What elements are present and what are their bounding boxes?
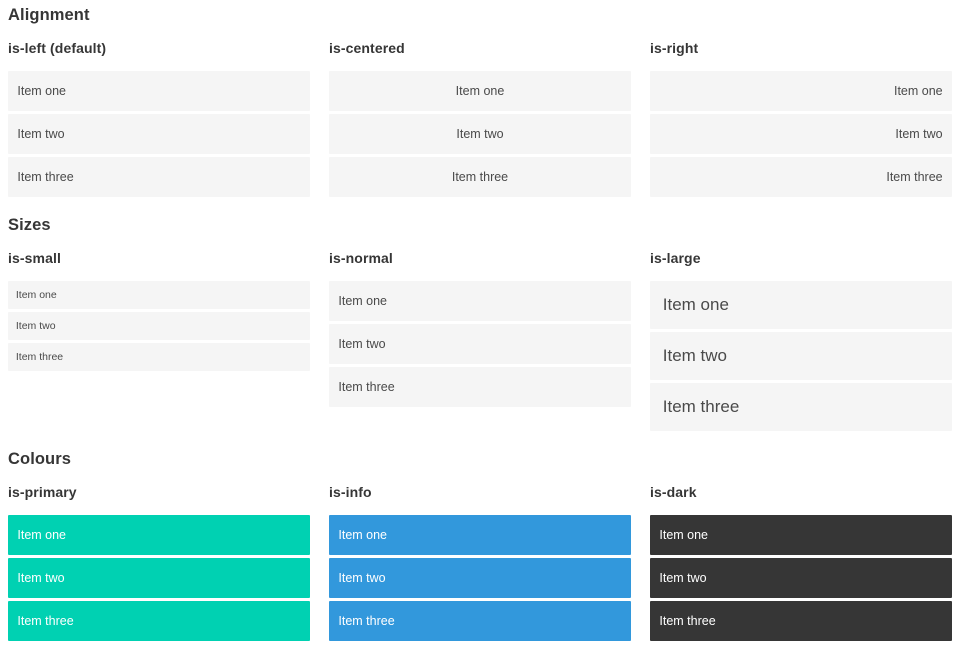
column-title: is-right bbox=[650, 40, 699, 56]
column-is-dark: is-dark Item one Item two Item three bbox=[650, 483, 952, 641]
list-item[interactable]: Item one bbox=[329, 281, 631, 321]
list-item[interactable]: Item one bbox=[329, 71, 631, 111]
column-title: is-large bbox=[650, 250, 701, 266]
section-sizes: Sizes is-small Item one Item two Item three i… bbox=[8, 215, 952, 431]
list-item[interactable]: Item one bbox=[650, 281, 952, 329]
list-is-large: Item one Item two Item three bbox=[650, 281, 952, 431]
column-title: is-centered bbox=[329, 40, 405, 56]
section-title: Sizes bbox=[8, 216, 51, 234]
list-is-primary: Item one Item two Item three bbox=[8, 515, 310, 641]
column-is-normal: is-normal Item one Item two Item three bbox=[329, 249, 631, 407]
list-item[interactable]: Item three bbox=[329, 367, 631, 407]
list-item[interactable]: Item two bbox=[8, 114, 310, 154]
list-is-dark: Item one Item two Item three bbox=[650, 515, 952, 641]
list-item[interactable]: Item one bbox=[8, 515, 310, 555]
list-item[interactable]: Item two bbox=[329, 558, 631, 598]
list-item[interactable]: Item three bbox=[329, 601, 631, 641]
list-item[interactable]: Item two bbox=[8, 312, 310, 340]
list-is-normal: Item one Item two Item three bbox=[329, 281, 631, 407]
section-columns: is-primary Item one Item two Item three is-i… bbox=[8, 483, 952, 641]
column-is-info: is-info Item one Item two Item three bbox=[329, 483, 631, 641]
list-item[interactable]: Item two bbox=[329, 324, 631, 364]
list-item[interactable]: Item two bbox=[8, 558, 310, 598]
list-item[interactable]: Item one bbox=[650, 515, 952, 555]
column-title: is-normal bbox=[329, 250, 393, 266]
column-title: is-left (default) bbox=[8, 40, 107, 56]
list-is-left-default: Item one Item two Item three bbox=[8, 71, 310, 197]
section-colours: Colours is-primary Item one Item two Item th… bbox=[8, 449, 952, 641]
list-is-info: Item one Item two Item three bbox=[329, 515, 631, 641]
column-is-left-default: is-left (default) Item one Item two Item th… bbox=[8, 39, 310, 197]
list-item[interactable]: Item two bbox=[650, 332, 952, 380]
list-item[interactable]: Item two bbox=[329, 114, 631, 154]
column-is-right: is-right Item one Item two Item three bbox=[650, 39, 952, 197]
column-title: is-small bbox=[8, 250, 61, 266]
section-title: Colours bbox=[8, 450, 72, 468]
list-item[interactable]: Item three bbox=[650, 601, 952, 641]
list-is-centered: Item one Item two Item three bbox=[329, 71, 631, 197]
list-item[interactable]: Item one bbox=[8, 281, 310, 309]
list-item[interactable]: Item one bbox=[329, 515, 631, 555]
section-alignment: Alignment is-left (default) Item one Item t… bbox=[8, 5, 952, 197]
list-item[interactable]: Item three bbox=[650, 157, 952, 197]
column-is-large: is-large Item one Item two Item three bbox=[650, 249, 952, 431]
column-title: is-info bbox=[329, 484, 372, 500]
page: Alignment is-left (default) Item one Item t… bbox=[8, 5, 952, 641]
column-is-centered: is-centered Item one Item two Item three bbox=[329, 39, 631, 197]
list-is-right: Item one Item two Item three bbox=[650, 71, 952, 197]
list-is-small: Item one Item two Item three bbox=[8, 281, 310, 371]
list-item[interactable]: Item two bbox=[650, 558, 952, 598]
column-title: is-dark bbox=[650, 484, 697, 500]
list-item[interactable]: Item one bbox=[8, 71, 310, 111]
column-is-primary: is-primary Item one Item two Item three bbox=[8, 483, 310, 641]
list-item[interactable]: Item three bbox=[329, 157, 631, 197]
list-item[interactable]: Item three bbox=[8, 601, 310, 641]
column-title: is-primary bbox=[8, 484, 77, 500]
list-item[interactable]: Item three bbox=[650, 383, 952, 431]
list-item[interactable]: Item one bbox=[650, 71, 952, 111]
list-item[interactable]: Item two bbox=[650, 114, 952, 154]
section-columns: is-left (default) Item one Item two Item th… bbox=[8, 39, 952, 197]
list-item[interactable]: Item three bbox=[8, 343, 310, 371]
list-item[interactable]: Item three bbox=[8, 157, 310, 197]
section-columns: is-small Item one Item two Item three is-nor… bbox=[8, 249, 952, 431]
section-title: Alignment bbox=[8, 6, 90, 24]
column-is-small: is-small Item one Item two Item three bbox=[8, 249, 310, 371]
